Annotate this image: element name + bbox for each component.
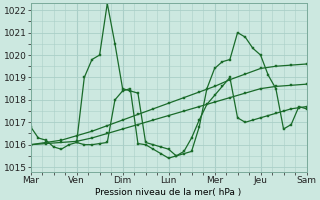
X-axis label: Pression niveau de la mer( hPa ): Pression niveau de la mer( hPa ) — [95, 188, 242, 197]
